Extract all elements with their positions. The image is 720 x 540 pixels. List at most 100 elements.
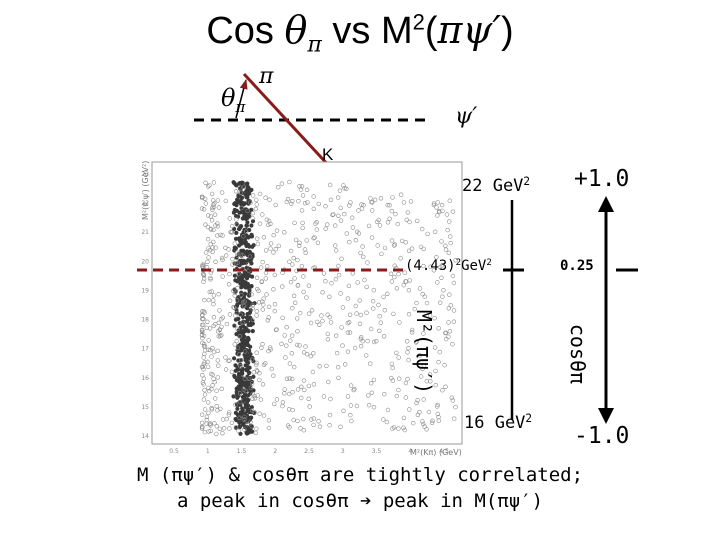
scatter-point — [387, 216, 392, 222]
scatter-point — [215, 198, 221, 203]
scatter-point — [234, 307, 239, 312]
scatter-point — [452, 416, 457, 421]
scatter-point — [206, 184, 211, 189]
scatter-point — [218, 333, 223, 339]
scatter-point — [315, 240, 321, 246]
title-theta: θ — [284, 8, 308, 52]
scatter-point — [292, 220, 297, 226]
scatter-point — [323, 226, 328, 231]
scatter-point — [311, 206, 316, 212]
scatter-point — [446, 334, 451, 339]
scatter-point — [242, 414, 247, 420]
scatter-point — [239, 358, 244, 363]
scatter-point — [325, 337, 331, 342]
scatter-point — [433, 368, 438, 374]
scatter-point — [393, 211, 398, 217]
scatter-point — [347, 239, 352, 245]
scatter-point — [236, 272, 241, 277]
scatter-point — [238, 364, 243, 369]
scatter-point — [264, 217, 270, 222]
scatter-point — [284, 325, 289, 330]
scatter-band-point — [250, 329, 255, 334]
scatter-point — [442, 363, 447, 368]
scatter-point — [295, 316, 300, 321]
scatter-point — [377, 314, 382, 319]
scatter-point — [364, 284, 369, 290]
scatter-band-point — [238, 431, 243, 436]
scatter-point — [214, 424, 220, 429]
scatter-point — [347, 203, 352, 208]
scatter-y-tick: 16 — [141, 375, 149, 382]
scatter-point — [241, 300, 246, 305]
scatter-band-point — [231, 394, 236, 399]
scatter-point — [229, 420, 235, 426]
scatter-band-point — [241, 335, 246, 340]
scatter-point — [320, 290, 325, 295]
scatter-point — [377, 328, 382, 333]
scatter-point — [303, 344, 308, 349]
scatter-point — [241, 234, 246, 239]
scatter-x-tick: 3.5 — [372, 448, 382, 455]
scatter-point — [267, 197, 272, 202]
scatter-point — [392, 263, 397, 268]
scatter-point — [214, 404, 219, 409]
scatter-point — [300, 220, 305, 226]
scatter-point — [368, 361, 373, 366]
mass-mid-value: (4.43)2GeV2 — [405, 258, 492, 274]
scatter-point — [271, 233, 276, 238]
scatter-point — [409, 246, 415, 251]
scatter-point — [352, 386, 357, 392]
scatter-point — [227, 271, 232, 277]
scatter-point — [256, 300, 262, 305]
scatter-point — [350, 215, 355, 220]
title-pi-sub: π — [307, 32, 322, 58]
scatter-point — [211, 227, 216, 233]
scatter-band-point — [245, 368, 250, 373]
scatter-point — [216, 205, 222, 210]
scatter-point — [208, 241, 213, 247]
scatter-point — [211, 204, 217, 210]
scatter-point — [215, 233, 220, 238]
scatter-point — [301, 289, 306, 295]
scatter-point — [249, 357, 255, 362]
scatter-point — [263, 361, 268, 366]
scatter-x-tick: 2.5 — [304, 448, 314, 455]
scatter-band-point — [236, 295, 241, 301]
scatter-point — [206, 410, 211, 416]
scatter-point — [206, 297, 212, 303]
scatter-point — [446, 320, 451, 325]
scatter-point — [304, 187, 310, 193]
caption: M (πψ′) & cosθπ are tightly correlated; … — [0, 462, 720, 514]
scatter-band-point — [232, 374, 237, 380]
scatter-point — [261, 362, 267, 367]
scatter-point — [200, 271, 206, 276]
scatter-point — [295, 257, 300, 263]
scatter-point — [233, 402, 238, 407]
scatter-point — [415, 218, 420, 224]
scatter-point — [371, 405, 377, 410]
scatter-x-tick: 4.5 — [439, 448, 449, 455]
scatter-point — [406, 288, 412, 293]
scatter-point — [445, 227, 450, 233]
scatter-point — [297, 343, 302, 348]
scatter-point — [397, 320, 402, 325]
scatter-point — [447, 329, 453, 334]
scatter-point — [209, 405, 214, 411]
scatter-point — [293, 237, 299, 243]
scatter-point — [420, 419, 425, 424]
caption-line-1: M (πψ′) & cosθπ are tightly correlated; — [136, 464, 584, 486]
scatter-point — [311, 416, 316, 421]
scatter-point — [361, 254, 366, 259]
scatter-point — [206, 213, 211, 218]
scatter-point — [392, 242, 398, 247]
scatter-band-point — [237, 424, 242, 429]
scatter-point — [260, 307, 266, 312]
scatter-point — [428, 379, 433, 384]
scatter-point — [216, 292, 221, 297]
scatter-point — [338, 424, 343, 429]
scatter-band-point — [248, 321, 253, 326]
scatter-point — [261, 302, 266, 307]
theta-angle-arrow — [235, 79, 248, 119]
scatter-band-point — [250, 219, 256, 224]
scatter-point — [421, 421, 426, 427]
